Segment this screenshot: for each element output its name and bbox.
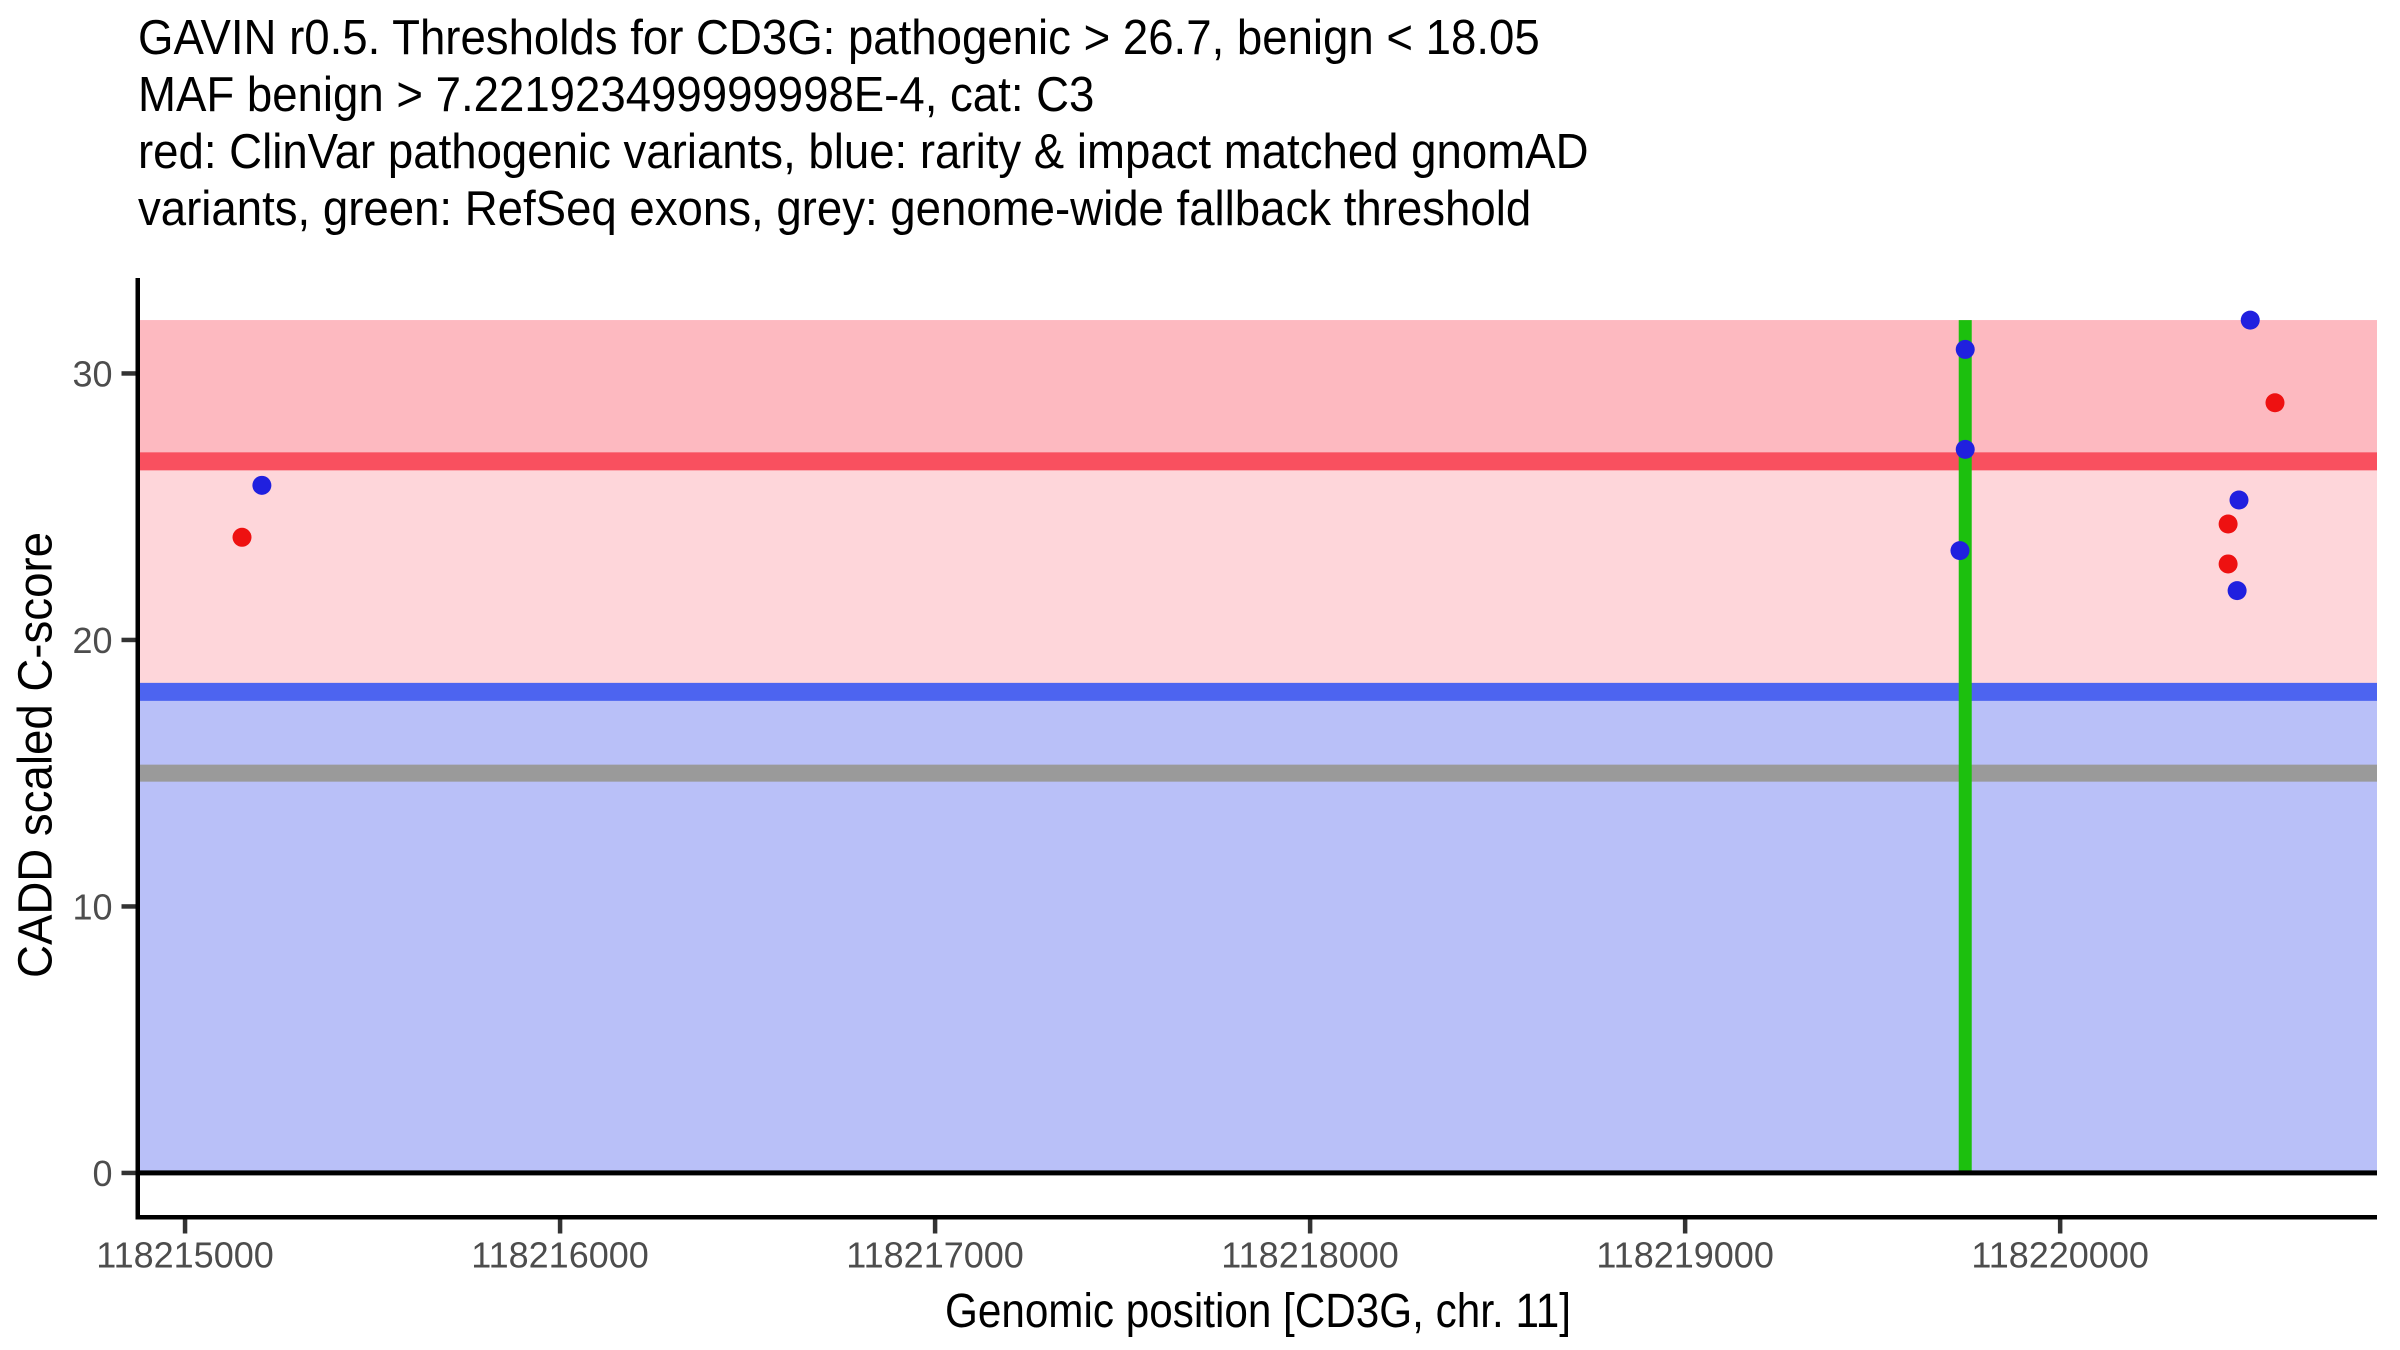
y-tick-label: 0: [92, 1153, 112, 1194]
x-tick-label: 118219000: [1596, 1235, 1774, 1276]
benign-region-band: [140, 691, 2377, 1173]
pathogenic-threshold-line: [140, 452, 2377, 471]
clinvar-pathogenic-point: [2218, 514, 2238, 534]
x-tick: [2057, 1219, 2063, 1234]
x-tick: [932, 1219, 938, 1234]
x-tick-label: 118218000: [1221, 1235, 1399, 1276]
gnomad-matched-point: [2240, 310, 2260, 330]
x-tick: [1307, 1219, 1313, 1234]
pathogenic-region-band: [140, 320, 2377, 462]
x-tick: [1682, 1219, 1688, 1234]
title-line-3: red: ClinVar pathogenic variants, blue: …: [138, 125, 1589, 179]
y-tick: [121, 904, 136, 909]
plot-title: GAVIN r0.5. Thresholds for CD3G: pathoge…: [138, 10, 1588, 238]
gnomad-matched-point: [252, 475, 272, 495]
y-tick-label: 10: [72, 886, 112, 927]
gnomad-matched-point: [1950, 541, 1970, 561]
y-tick: [121, 371, 136, 376]
refseq-exon-line: [1958, 320, 1972, 1173]
x-tick: [557, 1219, 563, 1234]
y-tick-label: 30: [72, 353, 112, 394]
x-axis-title: Genomic position [CD3G, chr. 11]: [944, 1285, 1572, 1338]
fallback-threshold-line: [140, 764, 2377, 782]
gnomad-matched-point: [2229, 490, 2249, 510]
title-line-4: variants, green: RefSeq exons, grey: gen…: [138, 182, 1532, 236]
y-tick: [121, 1170, 136, 1176]
x-tick-label: 118220000: [1971, 1235, 2149, 1276]
x-tick-label: 118216000: [471, 1235, 649, 1276]
zero-baseline: [140, 1170, 2377, 1176]
y-axis-title: CADD scaled C-score: [9, 532, 63, 978]
clinvar-pathogenic-point: [232, 527, 252, 547]
gnomad-matched-point: [1955, 339, 1975, 359]
y-axis-line: [135, 278, 140, 1220]
benign-threshold-line: [140, 682, 2377, 701]
gnomad-matched-point: [1955, 439, 1975, 459]
gnomad-matched-point: [2227, 581, 2247, 601]
x-tick: [182, 1219, 188, 1234]
clinvar-pathogenic-point: [2265, 393, 2285, 413]
clinvar-pathogenic-point: [2218, 554, 2238, 574]
y-tick-label: 20: [72, 620, 112, 661]
x-tick-label: 118215000: [96, 1235, 274, 1276]
title-line-1: GAVIN r0.5. Thresholds for CD3G: pathoge…: [138, 11, 1540, 65]
y-tick: [121, 637, 136, 643]
x-tick-label: 118217000: [846, 1235, 1024, 1276]
title-line-2: MAF benign > 7.221923499999998E-4, cat: …: [138, 68, 1095, 122]
x-axis-line: [135, 1215, 2377, 1220]
